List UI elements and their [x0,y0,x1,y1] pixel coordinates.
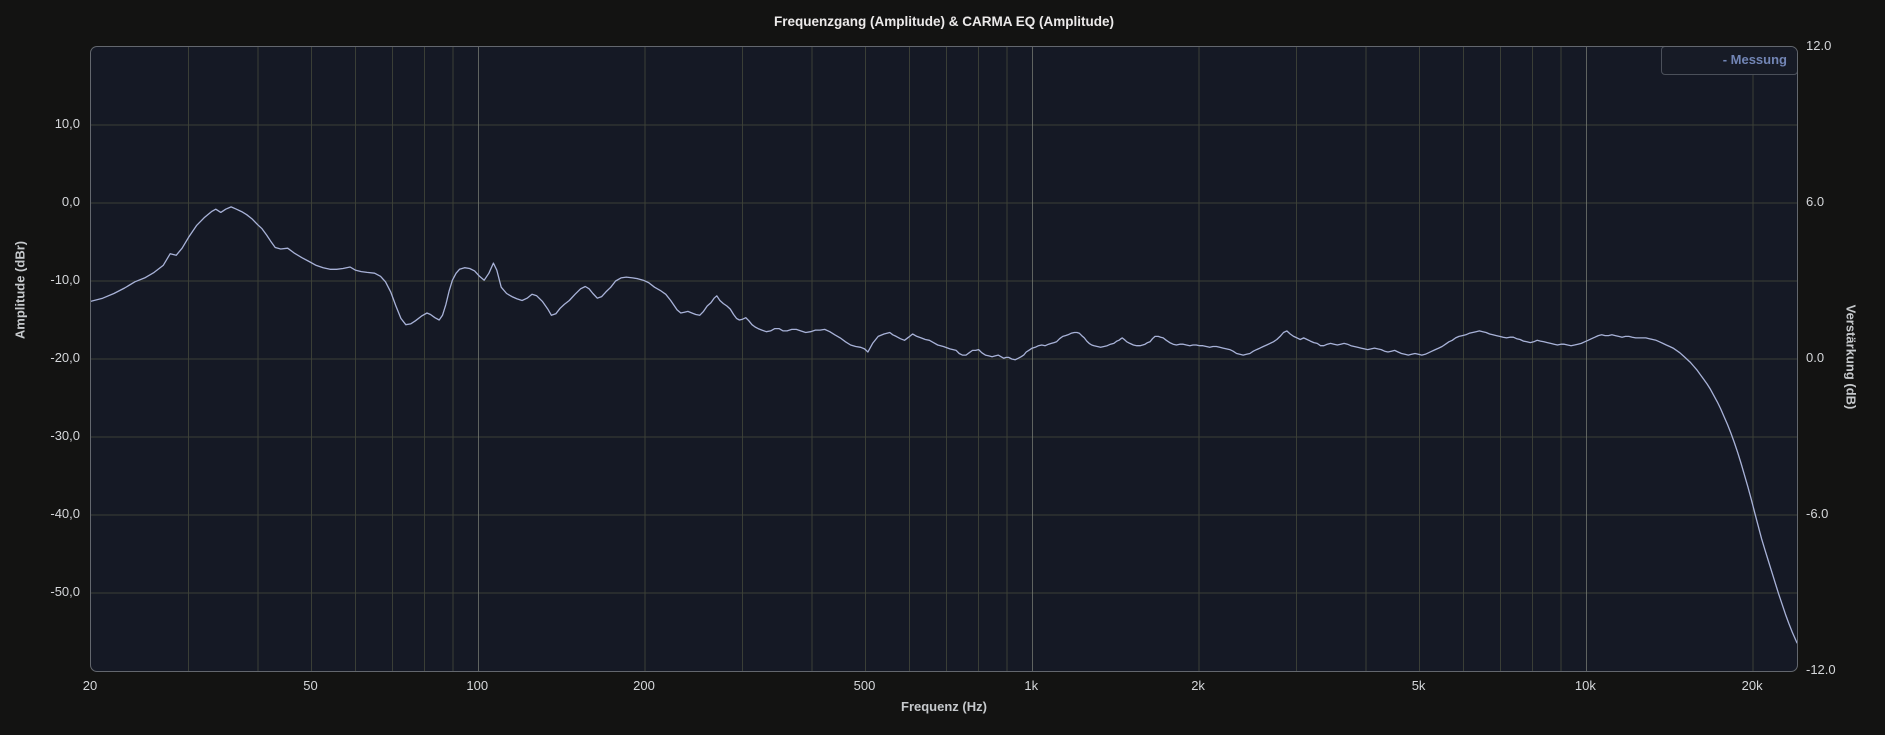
measurement-curve [91,206,1797,644]
y-right-tick-label: 12.0 [1806,38,1832,53]
frequency-response-canvas [91,47,1797,671]
y-left-tick-label: -10,0 [50,272,80,287]
y-left-tick-label: 0,0 [61,194,80,209]
y-right-tick-label: -12.0 [1806,662,1836,677]
x-tick-label: 10k [1574,678,1596,693]
legend-box[interactable]: - Messung [1661,47,1797,75]
y-right-tick-label: 0.0 [1806,350,1825,365]
y-right-axis-title: Verstärkung (dB) [1843,304,1859,410]
x-axis-title: Frequenz (Hz) [901,699,987,714]
y-left-tick-label: -20,0 [50,350,80,365]
x-tick-label: 200 [633,678,655,693]
x-tick-label: 5k [1411,678,1426,693]
x-tick-label: 20k [1741,678,1763,693]
y-right-tick-label: 6.0 [1806,194,1825,209]
x-tick-label: 50 [303,678,318,693]
y-left-tick-label: 10,0 [54,116,80,131]
plot-area[interactable]: - Messung [90,46,1798,672]
x-tick-label: 20 [82,678,98,693]
grid-lines [91,47,1797,671]
x-tick-label: 100 [466,678,489,693]
y-left-axis-title: Amplitude (dBr) [12,240,28,340]
x-tick-label: 2k [1191,678,1205,693]
legend-messung-label: - Messung [1722,52,1787,67]
y-left-tick-label: -40,0 [50,506,80,521]
chart-title: Frequenzgang (Amplitude) & CARMA EQ (Amp… [774,14,1114,29]
x-tick-label: 500 [853,678,876,693]
x-tick-label: 1k [1024,678,1039,693]
y-left-tick-label: -50,0 [50,584,80,599]
y-left-tick-label: -30,0 [50,428,80,443]
y-right-tick-label: -6.0 [1806,506,1829,521]
